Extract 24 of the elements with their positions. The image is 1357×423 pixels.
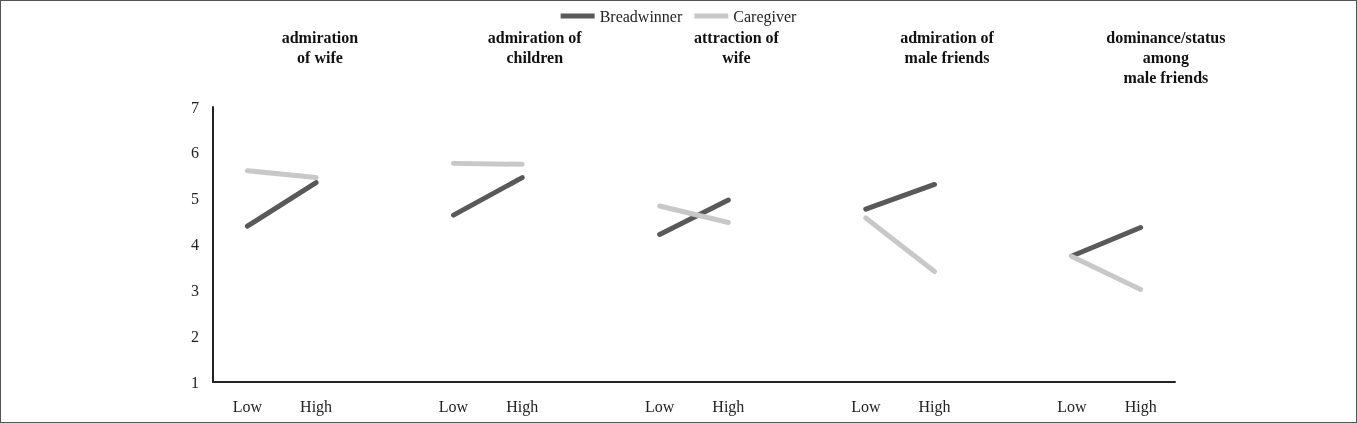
text: admiration of children: [487, 28, 583, 66]
y-tick-label: 5: [191, 190, 199, 208]
x-tick-label: High: [918, 397, 951, 416]
legend-label: Caregiver: [733, 7, 798, 26]
text: dominance/status among male friends: [1106, 28, 1226, 86]
text: admiration of male friends: [900, 28, 995, 66]
x-tick-label: High: [300, 397, 333, 416]
x-tick-label: Low: [851, 397, 881, 415]
legend-label: Breadwinner: [599, 7, 683, 25]
y-tick-label: 3: [191, 281, 199, 299]
y-tick-label: 4: [191, 236, 199, 253]
x-tick-label: Low: [644, 397, 675, 415]
text: admiration of wife: [281, 28, 359, 66]
x-tick-label: High: [712, 397, 745, 416]
x-tick-label: High: [1124, 397, 1157, 416]
text: attraction of wife: [694, 28, 780, 66]
x-tick-label: Low: [1057, 397, 1088, 415]
y-tick-label: 1: [191, 373, 199, 391]
y-tick-label: 2: [191, 327, 199, 345]
y-tick-label: 7: [191, 98, 199, 116]
x-tick-label: Low: [232, 397, 263, 415]
x-tick-label: Low: [438, 397, 469, 415]
y-tick-label: 6: [191, 144, 199, 162]
x-tick-label: High: [506, 397, 539, 416]
